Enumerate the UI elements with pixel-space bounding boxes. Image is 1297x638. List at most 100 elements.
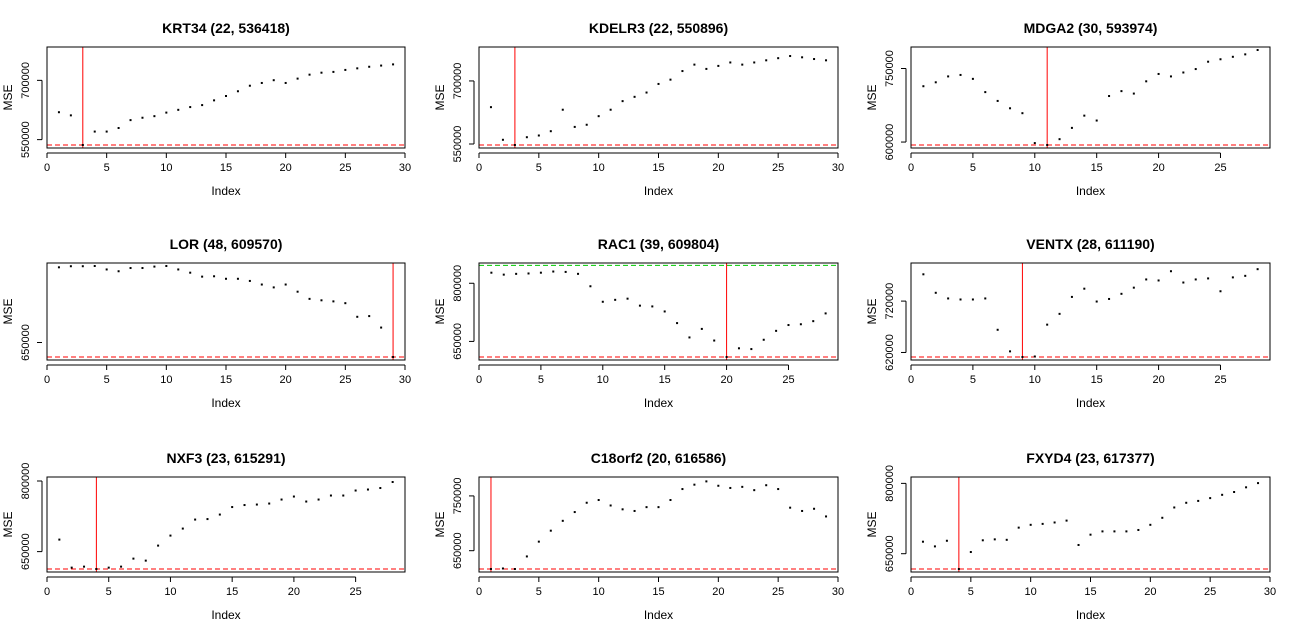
data-point <box>527 272 530 275</box>
data-point <box>1231 276 1234 279</box>
data-point <box>189 271 192 274</box>
data-point <box>614 298 617 301</box>
data-point <box>81 265 84 268</box>
x-tick-label: 15 <box>226 586 238 598</box>
data-point <box>663 310 666 313</box>
y-tick-label: 650000 <box>20 324 32 361</box>
x-tick-label: 10 <box>593 586 605 598</box>
data-point <box>70 566 73 569</box>
x-tick-label: 25 <box>772 162 784 174</box>
plot-frame <box>910 262 1271 361</box>
x-tick-label: 0 <box>44 162 50 174</box>
data-point <box>1257 482 1260 485</box>
data-point <box>1197 499 1200 502</box>
data-point <box>725 356 728 358</box>
data-point <box>379 487 382 490</box>
data-point <box>577 272 580 275</box>
data-point <box>194 518 197 521</box>
data-point <box>552 270 555 273</box>
data-point <box>597 115 600 118</box>
y-tick-label: 600000 <box>884 124 896 161</box>
data-point <box>564 270 567 273</box>
data-point <box>490 271 493 274</box>
data-point <box>105 268 108 271</box>
data-point <box>292 495 295 498</box>
data-point <box>248 279 251 282</box>
y-tick-label: 800000 <box>884 465 896 502</box>
data-point <box>753 61 756 64</box>
data-point <box>236 277 239 280</box>
data-point <box>789 506 792 509</box>
data-point <box>561 108 564 111</box>
data-point <box>141 116 144 119</box>
x-tick-label: 20 <box>720 374 732 386</box>
data-point <box>1089 533 1092 536</box>
data-point <box>705 480 708 483</box>
data-point <box>153 265 156 268</box>
x-tick-label: 20 <box>1144 586 1156 598</box>
data-point <box>1132 286 1135 289</box>
y-tick-label: 720000 <box>884 283 896 320</box>
panel-title: RAC1 (39, 609804) <box>598 236 719 252</box>
data-point <box>391 481 394 484</box>
data-point <box>1244 53 1247 56</box>
data-point <box>181 527 184 530</box>
data-point <box>1070 126 1073 129</box>
plot-frame <box>478 46 839 149</box>
data-point <box>681 70 684 73</box>
x-tick-label: 25 <box>1204 586 1216 598</box>
data-point <box>1101 530 1104 533</box>
data-point <box>729 486 732 489</box>
data-point <box>621 508 624 511</box>
y-tick-label: 650000 <box>20 533 32 570</box>
data-point <box>1017 526 1020 529</box>
data-point <box>1137 528 1140 531</box>
data-point <box>609 108 612 111</box>
data-point <box>513 144 516 146</box>
data-point <box>189 106 192 109</box>
data-point <box>933 545 936 548</box>
data-point <box>645 506 648 509</box>
x-tick-label: 15 <box>220 162 232 174</box>
data-point <box>1046 323 1049 326</box>
data-point <box>317 498 320 501</box>
data-point <box>248 84 251 87</box>
data-point <box>669 78 672 81</box>
x-tick-label: 15 <box>220 374 232 386</box>
data-point <box>177 108 180 111</box>
data-point <box>354 489 357 492</box>
panel-7: NXF3 (23, 615291) 0 5 10 15 20 25 Index 650000 80… <box>1 450 406 622</box>
data-point <box>922 85 925 88</box>
data-point <box>1083 114 1086 117</box>
data-point <box>705 67 708 70</box>
data-point <box>1065 519 1068 522</box>
data-point <box>947 297 950 300</box>
data-point <box>922 273 925 276</box>
x-tick-label: 20 <box>1152 374 1164 386</box>
data-point <box>1058 312 1061 315</box>
data-point <box>1173 506 1176 509</box>
data-point <box>284 81 287 84</box>
data-point <box>1194 278 1197 281</box>
panel-3: MDGA2 (30, 593974) 0 5 10 15 20 25 Index 600000 7… <box>865 20 1271 198</box>
y-axis-label: MSE <box>433 298 447 324</box>
data-point <box>129 267 132 270</box>
data-point <box>218 513 221 516</box>
data-point <box>1021 112 1024 115</box>
data-point <box>1157 72 1160 75</box>
x-tick-label: 0 <box>476 586 482 598</box>
data-point <box>1095 300 1098 303</box>
x-tick-label: 10 <box>593 162 605 174</box>
data-point <box>320 299 323 302</box>
data-point <box>1244 274 1247 277</box>
x-tick-label: 0 <box>44 586 50 598</box>
data-point <box>1113 530 1116 533</box>
x-axis-label: Index <box>211 608 240 622</box>
x-tick-label: 5 <box>536 162 542 174</box>
data-point <box>332 300 335 303</box>
x-tick-label: 20 <box>280 162 292 174</box>
data-point <box>308 73 311 76</box>
y-axis-label: MSE <box>1 511 15 537</box>
data-point <box>561 519 564 522</box>
data-point <box>789 55 792 58</box>
